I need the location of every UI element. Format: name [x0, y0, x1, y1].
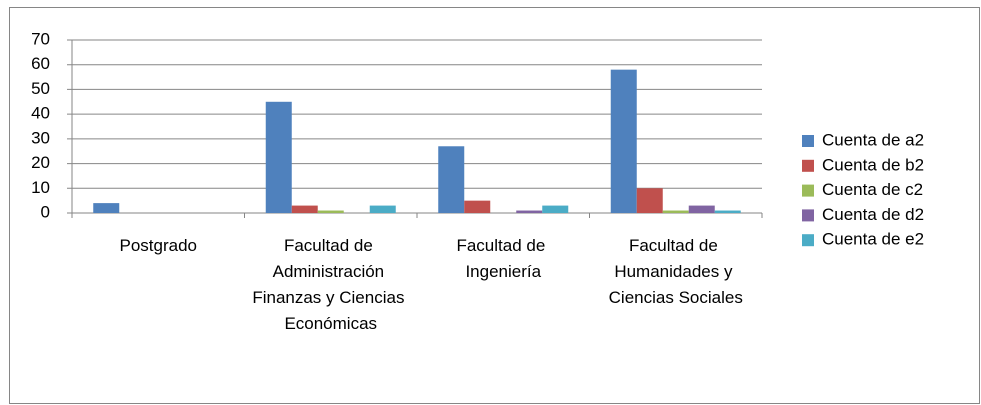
y-tick-label: 50 — [31, 79, 50, 98]
bar — [610, 69, 637, 214]
x-tick-label: Facultad de Administración Finanzas y Ci… — [252, 236, 409, 333]
legend-label: Cuenta de b2 — [822, 155, 924, 174]
y-tick-label: 10 — [31, 178, 50, 197]
bar — [516, 210, 543, 213]
y-tick-label: 40 — [31, 104, 50, 123]
label-line: Humanidades y — [614, 262, 737, 281]
legend-swatch — [802, 135, 814, 147]
legend-swatch — [802, 184, 814, 197]
x-tick-label: Postgrado — [120, 236, 198, 255]
bar — [291, 205, 318, 213]
legend-label: Cuenta de d2 — [822, 205, 924, 224]
legend-swatch — [802, 234, 814, 247]
y-tick-label: 70 — [31, 29, 50, 48]
chart-border — [9, 7, 980, 404]
bar — [688, 205, 715, 213]
y-tick-label: 20 — [31, 153, 50, 172]
bar — [662, 210, 689, 213]
label-line: Ingeniería — [465, 262, 541, 281]
x-tick-label: Facultad de Ingeniería — [456, 236, 550, 281]
legend-label: Cuenta de a2 — [822, 130, 924, 149]
legend-swatch — [802, 159, 814, 172]
bar — [265, 101, 292, 213]
bar — [542, 205, 569, 213]
label-line: Facultad de — [456, 236, 550, 255]
bar — [438, 146, 465, 213]
bar — [317, 210, 344, 213]
bar — [93, 203, 120, 213]
label-line: Ciencias Sociales — [609, 288, 743, 307]
x-tick-label: Facultad de Humanidades y Ciencias Socia… — [609, 236, 743, 307]
bar — [714, 210, 741, 213]
bar — [636, 188, 663, 213]
legend-swatch — [802, 209, 814, 222]
label-line: Finanzas y Ciencias — [252, 288, 409, 307]
label-line: Administración — [273, 262, 389, 281]
legend-label: Cuenta de e2 — [822, 230, 924, 249]
y-tick-label: 60 — [31, 54, 50, 73]
label-line: Facultad de — [284, 236, 378, 255]
label-line: Postgrado — [120, 236, 198, 255]
legend-label: Cuenta de c2 — [822, 180, 923, 199]
label-line: Económicas — [284, 314, 377, 333]
label-line: Facultad de — [629, 236, 723, 255]
bar — [369, 205, 396, 213]
y-tick-label: 30 — [31, 128, 50, 147]
y-tick-label: 0 — [41, 202, 50, 221]
bar — [464, 200, 491, 213]
